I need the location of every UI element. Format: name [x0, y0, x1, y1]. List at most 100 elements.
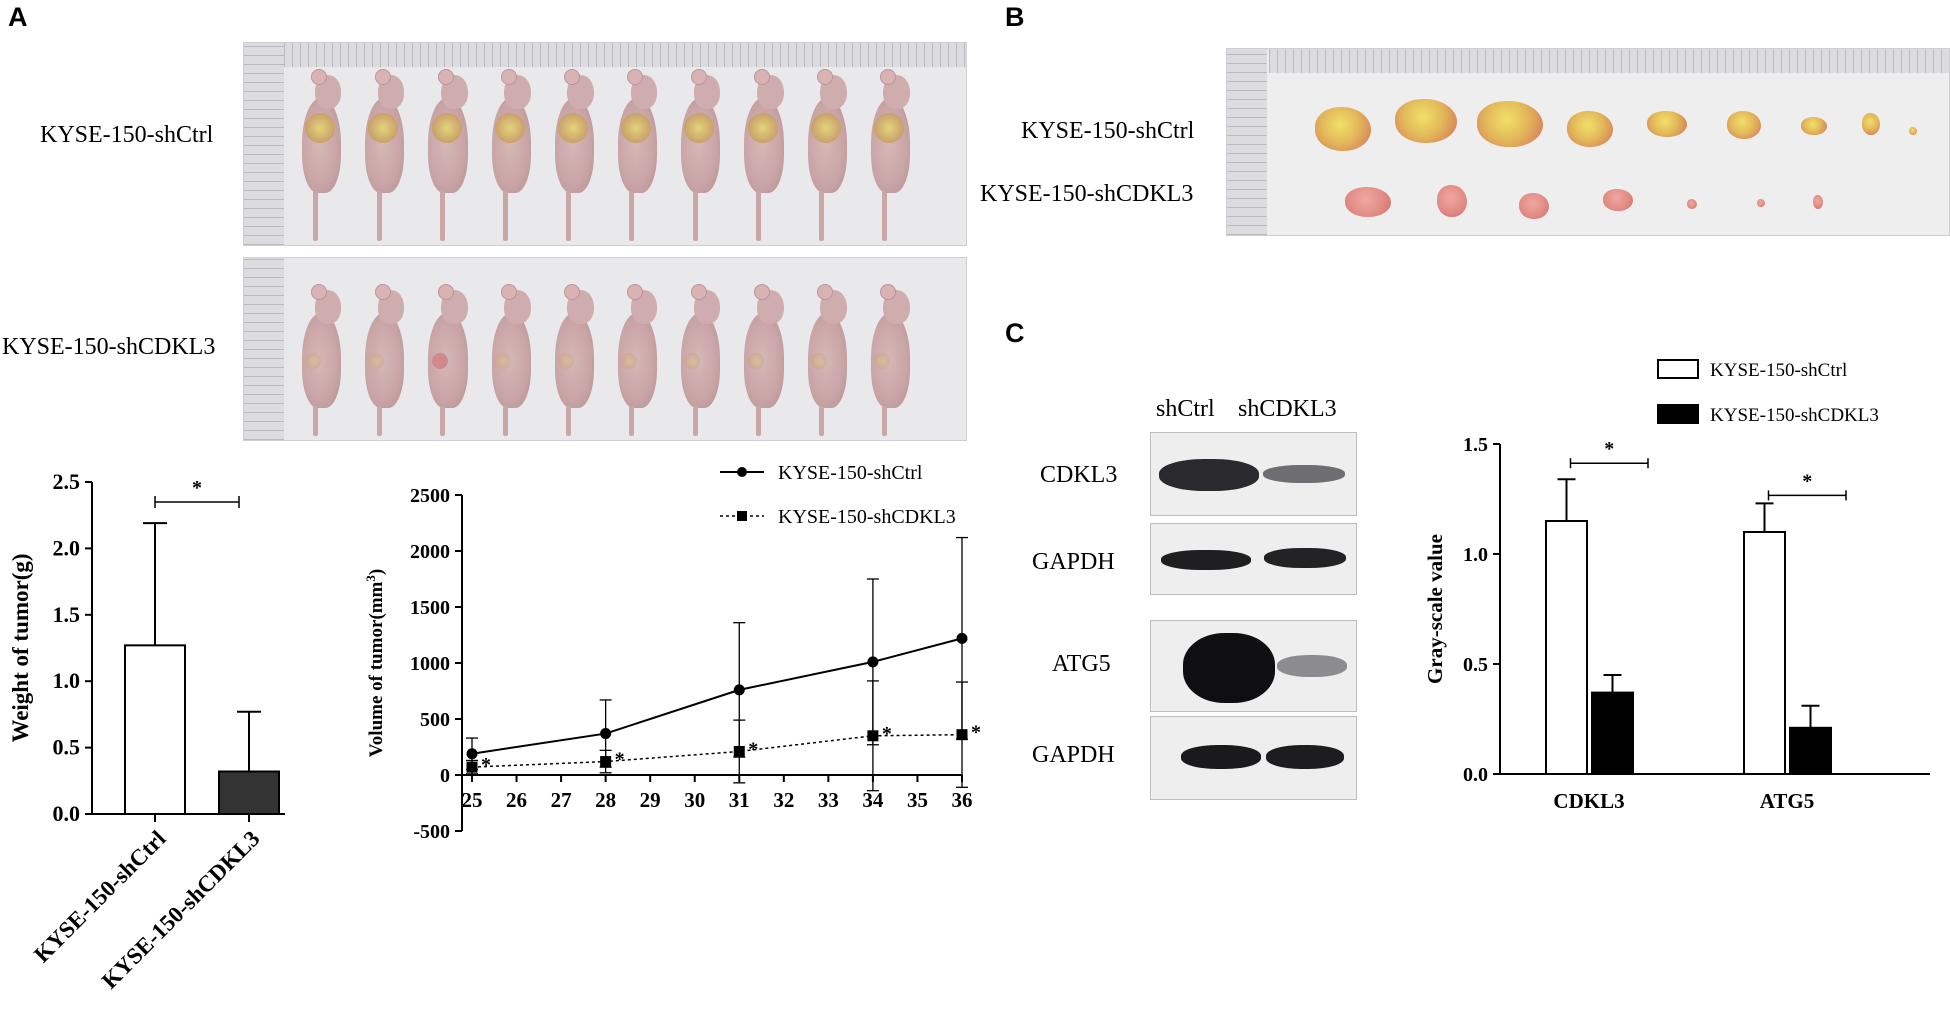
y-tick-label: 0.0 — [53, 801, 81, 826]
x-tick-label: 34 — [862, 788, 884, 812]
photo-a-label-shctrl: KYSE-150-shCtrl — [40, 122, 214, 148]
blot-row-atg5: ATG5 — [1052, 651, 1111, 677]
mouse-photo-shctrl — [243, 42, 967, 246]
data-point — [733, 684, 745, 696]
tumor-shcdkl3 — [1813, 195, 1823, 209]
legend-label: KYSE-150-shCDKL3 — [778, 506, 956, 528]
mouse — [618, 313, 658, 408]
y-tick-label: 2.0 — [53, 535, 81, 560]
y-tick-label: 1.5 — [53, 602, 81, 627]
data-point — [956, 729, 968, 741]
tumor-shctrl — [1477, 101, 1543, 147]
mouse — [554, 313, 594, 408]
data-point — [466, 748, 478, 760]
blot-row-gapdh-1: GAPDH — [1032, 549, 1115, 575]
significance-marker: * — [192, 477, 202, 499]
y-axis-label: Weight of tumor(g) — [8, 553, 33, 742]
data-point — [600, 756, 612, 768]
y-tick-label: 0.0 — [1463, 764, 1488, 786]
tumor-shctrl — [1395, 99, 1457, 143]
panel-letter-b: B — [1005, 2, 1025, 32]
x-tick-label: 30 — [684, 788, 705, 812]
data-point — [600, 728, 612, 740]
significance-marker: * — [971, 722, 980, 744]
tumor-shctrl — [1727, 111, 1761, 139]
y-tick-label: 0 — [440, 765, 450, 787]
grayscale-bar-chart: 0.0 0.5 1.0 1.5 Gray-scale value CDKL3 ATG5 * *… — [1423, 359, 1930, 813]
mouse — [744, 313, 784, 408]
x-tick-label: 36 — [952, 788, 973, 812]
blot-lane-shcdkl3: shCDKL3 — [1238, 396, 1337, 422]
bar — [1743, 531, 1786, 775]
x-tick-label: CDKL3 — [1553, 789, 1624, 813]
y-tick-label: 2.5 — [53, 469, 81, 494]
data-point — [733, 745, 745, 757]
y-axis-label: Volume of tumor(mm3) — [363, 569, 388, 757]
legend-label: KYSE-150-shCDKL3 — [1710, 405, 1879, 426]
photo-b-label-shctrl: KYSE-150-shCtrl — [1021, 118, 1195, 144]
tumor-shctrl — [1567, 111, 1613, 147]
photo-a-label-shcdkl3: KYSE-150-shCDKL3 — [2, 334, 216, 360]
blot-gapdh-1 — [1150, 523, 1357, 595]
x-tick-label: 32 — [773, 788, 794, 812]
bar — [218, 770, 280, 815]
significance-marker: * — [615, 749, 625, 771]
x-tick-label: 31 — [729, 788, 750, 812]
mouse — [681, 313, 721, 408]
blot-gapdh-2 — [1150, 716, 1357, 800]
volume-line-chart: -500 0 500 1000 1500 2000 2500 25 26 27 28 29 30 31 32… — [363, 462, 981, 843]
legend-swatch — [1657, 404, 1699, 424]
mouse — [870, 313, 910, 408]
x-tick-label: 26 — [506, 788, 527, 812]
mouse — [365, 313, 405, 408]
y-tick-label: 0.5 — [53, 735, 81, 760]
photo-b-label-shcdkl3: KYSE-150-shCDKL3 — [980, 181, 1194, 207]
y-tick-label: 1500 — [410, 597, 450, 619]
series-line — [471, 733, 963, 768]
tumor-shcdkl3 — [1437, 185, 1467, 217]
y-tick-label: 1.0 — [1463, 544, 1488, 566]
bar — [124, 644, 186, 815]
bar — [1545, 520, 1588, 775]
significance-marker: * — [882, 723, 892, 745]
x-tick-label: 29 — [640, 788, 661, 812]
significance-marker: * — [1604, 438, 1614, 460]
tumor-photo — [1226, 48, 1950, 236]
x-tick-label: 33 — [818, 788, 839, 812]
significance-marker: * — [481, 754, 491, 776]
tumor-shcdkl3 — [1603, 189, 1633, 211]
y-tick-label: -500 — [413, 821, 450, 843]
tumor-shctrl — [1647, 111, 1687, 137]
data-point — [867, 656, 879, 668]
legend-label: KYSE-150-shCtrl — [778, 462, 923, 484]
tumor-shcdkl3 — [1345, 187, 1391, 217]
legend-marker — [737, 467, 747, 477]
mouse — [302, 313, 342, 408]
tumor-shctrl — [1801, 117, 1827, 135]
y-axis-label: Gray-scale value — [1423, 534, 1447, 684]
tumor-shcdkl3 — [1757, 199, 1765, 207]
legend-label: KYSE-150-shCtrl — [1710, 360, 1847, 381]
tumor-shctrl — [1315, 107, 1371, 151]
mouse-photo-shcdkl3 — [243, 257, 967, 441]
tumor-shctrl — [1862, 113, 1880, 135]
y-tick-label: 1.0 — [53, 668, 81, 693]
blot-row-gapdh-2: GAPDH — [1032, 742, 1115, 768]
mouse — [491, 313, 531, 408]
y-tick-label: 1.5 — [1463, 434, 1488, 456]
panel-letter-a: A — [8, 2, 28, 32]
blot-cdkl3 — [1150, 432, 1357, 516]
mouse — [807, 313, 847, 408]
legend-swatch — [1657, 359, 1699, 379]
blot-row-cdkl3: CDKL3 — [1040, 462, 1118, 488]
blot-lane-shctrl: shCtrl — [1156, 396, 1215, 422]
panel-letter-c: C — [1005, 318, 1025, 348]
tumor-shctrl — [1909, 127, 1917, 135]
weight-bar-chart: 0.0 0.5 1.0 1.5 2.0 2.5 Weight of tumor(g) KYS… — [8, 469, 285, 994]
y-tick-label: 500 — [420, 709, 450, 731]
tumor-shcdkl3 — [1687, 199, 1697, 209]
x-tick-label: 27 — [551, 788, 572, 812]
x-tick-label: ATG5 — [1760, 789, 1814, 813]
tumor-shcdkl3 — [1519, 193, 1549, 219]
y-tick-label: 2000 — [410, 541, 450, 563]
